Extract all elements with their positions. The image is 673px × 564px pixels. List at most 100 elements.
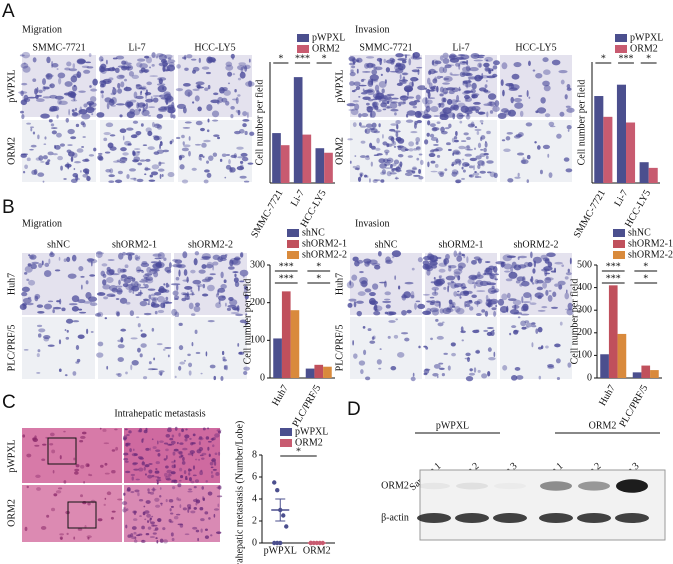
cell <box>155 504 161 508</box>
significance: *** <box>295 53 310 64</box>
cell <box>456 94 460 103</box>
cell <box>140 539 146 543</box>
cell <box>57 99 62 105</box>
cell <box>131 285 140 292</box>
cell <box>90 261 93 267</box>
cell <box>145 532 150 536</box>
cell <box>169 140 173 145</box>
cell <box>52 153 58 156</box>
cell <box>487 370 491 377</box>
cell <box>489 171 496 178</box>
cell <box>481 309 486 313</box>
cell <box>448 266 452 272</box>
cell <box>395 120 401 125</box>
column-label: shORM2-1 <box>438 239 483 250</box>
cell <box>408 141 415 147</box>
cell <box>67 128 75 135</box>
cell <box>433 144 439 146</box>
section-title: Migration <box>22 24 62 35</box>
cell <box>192 526 198 530</box>
cell <box>71 295 80 303</box>
cell <box>59 143 66 147</box>
cell <box>567 268 570 273</box>
cell <box>172 258 179 262</box>
cell <box>110 295 116 297</box>
cell <box>372 283 379 290</box>
cell <box>138 286 146 289</box>
cell <box>96 292 106 296</box>
legend-label: pWPXL <box>630 32 663 43</box>
cell <box>170 440 176 445</box>
cell <box>502 365 508 371</box>
cell <box>40 161 45 163</box>
cell <box>162 149 170 153</box>
cell <box>189 468 192 472</box>
cell <box>184 121 192 124</box>
cell <box>115 310 120 316</box>
y-tick-label: 4 <box>252 493 257 504</box>
cell <box>147 288 156 291</box>
cell <box>467 76 478 80</box>
cell <box>209 364 216 369</box>
cell <box>112 57 118 60</box>
cell <box>440 102 445 108</box>
cell <box>158 371 163 376</box>
cell <box>362 71 371 73</box>
cell <box>447 265 452 268</box>
cell <box>159 487 162 490</box>
cell <box>130 490 135 494</box>
cell <box>192 88 200 92</box>
cell <box>521 326 527 330</box>
cell <box>474 128 482 132</box>
cell <box>248 80 252 87</box>
cell <box>143 466 146 471</box>
cell <box>147 488 150 492</box>
cell <box>477 258 482 264</box>
cell <box>42 155 48 160</box>
legend-swatch <box>287 229 299 237</box>
cell <box>134 254 139 261</box>
cell <box>472 329 480 334</box>
cell <box>154 291 162 296</box>
cell <box>204 535 209 539</box>
cell <box>183 359 187 362</box>
cell <box>49 252 55 258</box>
cell <box>429 123 436 128</box>
column-label: SMMC-7721 <box>359 42 412 53</box>
cell <box>471 294 477 299</box>
cell <box>182 251 188 259</box>
cell <box>151 63 155 67</box>
cell <box>100 270 106 277</box>
cell <box>107 80 110 83</box>
cell <box>444 127 450 130</box>
cell <box>81 113 91 120</box>
cell <box>395 136 402 142</box>
cell <box>104 317 108 320</box>
cell <box>58 368 62 372</box>
cell <box>415 300 421 303</box>
cell <box>352 99 359 103</box>
cell <box>125 508 129 511</box>
cell <box>104 462 108 466</box>
cell <box>484 261 491 263</box>
cell <box>460 326 464 332</box>
cell <box>399 161 403 167</box>
cell <box>379 348 382 350</box>
cell <box>131 277 136 282</box>
cell <box>418 169 422 174</box>
cell <box>512 299 522 306</box>
cell <box>26 122 31 125</box>
cell <box>80 435 86 439</box>
cell <box>188 362 193 368</box>
cell <box>66 532 69 536</box>
cell <box>453 271 461 277</box>
cell <box>217 287 226 293</box>
cell <box>52 309 55 314</box>
cell <box>144 464 150 468</box>
cell <box>507 109 516 117</box>
cell <box>369 78 379 83</box>
cell <box>133 539 138 543</box>
y-tick-label: 100 <box>250 335 265 346</box>
cell <box>210 438 215 441</box>
cell <box>465 72 473 77</box>
